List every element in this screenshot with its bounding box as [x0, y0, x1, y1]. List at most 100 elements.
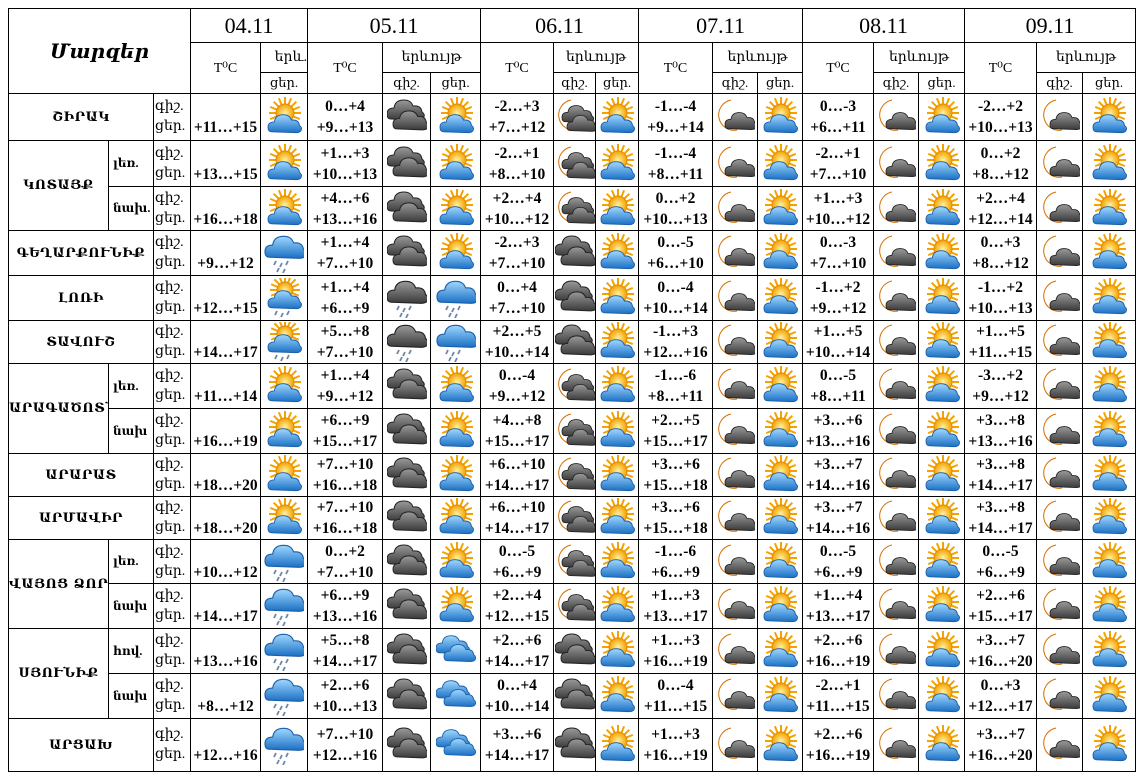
day-temp: +9…+12: [488, 388, 546, 405]
day-label: ցեր.: [155, 255, 186, 270]
dark-clouds-icon: [382, 93, 432, 141]
day-label: ցեր.: [155, 165, 186, 181]
day-temp: +16…+20: [968, 747, 1033, 764]
table-row: ԼՈՌԻ գիշ. ցեր. +12…+15 +1…+4 +6…+9 0…+4 +7…+…: [8, 275, 1137, 321]
day-label: ցեր.: [155, 747, 186, 762]
day-temp: +9…+12: [972, 388, 1029, 405]
day-temp: +9…+12: [197, 255, 254, 272]
moon-cloud-icon: [712, 186, 759, 231]
moon-cloud-icon: [873, 453, 920, 497]
dark-clouds-icon: [382, 718, 432, 772]
day-temp: +14…+17: [193, 608, 258, 625]
sun-cloud-icon: [595, 408, 640, 454]
moon-dark-clouds-icon: [553, 140, 597, 187]
night-header: գիշ.: [382, 72, 432, 94]
sun-cloud-icon: [757, 718, 804, 772]
day-temp: +7…+10: [488, 255, 546, 272]
temperature-cell: +16…+19: [190, 408, 262, 454]
rain-cloud-icon: [260, 673, 309, 719]
moon-cloud-icon: [873, 320, 920, 364]
day-temp: +10…+14: [643, 300, 708, 317]
night-label: գիշ.: [155, 457, 184, 472]
night-temp: +3…+6: [813, 412, 863, 429]
sun-cloud-icon: [430, 140, 482, 187]
night-temp: +7…+10: [316, 456, 374, 473]
night-temp: -1…+2: [815, 279, 861, 296]
temperature-cell: 0…+4 +10…+14: [480, 673, 555, 719]
moon-cloud-icon: [712, 673, 759, 719]
temperature-cell: +1…+4 +6…+9: [307, 275, 384, 321]
day-temp: +7…+10: [809, 165, 867, 183]
night-temp: +1…+4: [320, 234, 370, 251]
temperature-cell: +1…+5 +11…+15: [964, 320, 1038, 364]
sun-cloud-icon: [595, 539, 640, 584]
region-name: ՍՅՈՒՆԻՔ: [8, 628, 109, 719]
night-temp: 0…-3: [819, 98, 857, 115]
sun-cloud-icon: [918, 583, 966, 629]
day-temp: +13…+15: [193, 165, 258, 183]
sun-cloud-icon: [430, 186, 482, 231]
day-temp: +6…+9: [320, 300, 370, 317]
night-temp: 0…-5: [657, 234, 694, 251]
day-label: ցեր.: [155, 477, 186, 492]
night-temp: [192, 498, 260, 519]
night-temp: +1…+4: [813, 587, 863, 604]
moon-cloud-icon: [873, 275, 920, 321]
sun-cloud-icon: [260, 93, 309, 141]
night-temp: [192, 322, 260, 343]
moon-dark-clouds-icon: [553, 453, 597, 497]
temperature-cell: +7…+10 +16…+18: [307, 496, 384, 540]
moon-dark-clouds-icon: [553, 583, 597, 629]
rain-cloud-icon: [260, 539, 309, 584]
day-temp: +14…+17: [968, 520, 1033, 537]
night-day-labels: գիշ. ցեր.: [152, 230, 192, 276]
temperature-cell: 0…-3 +7…+10: [802, 230, 875, 276]
night-temp: -1…+3: [653, 323, 699, 340]
sun-cloud-icon: [430, 363, 482, 409]
sun-cloud-icon: [757, 230, 804, 276]
temperature-cell: -2…+1 +7…+10: [802, 140, 875, 187]
dark-clouds-icon: [382, 496, 432, 540]
day-temp: +8…+11: [647, 165, 704, 183]
night-temp: 0…-5: [819, 542, 857, 560]
moon-cloud-icon: [873, 628, 920, 674]
temperature-header: T⁰C: [190, 42, 262, 94]
day-temp: +12…+16: [643, 344, 708, 361]
day-label: ցեր.: [155, 388, 186, 403]
temperature-cell: +2…+6 +10…+13: [307, 673, 384, 719]
day-temp: +18…+20: [193, 520, 258, 537]
sun-cloud-icon: [1082, 673, 1137, 719]
day-temp: +10…+13: [968, 300, 1033, 317]
day-temp: +12…+16: [312, 747, 378, 764]
sun-cloud-icon: [430, 539, 482, 584]
night-temp: +1…+4: [320, 279, 370, 296]
day-label: ցեր.: [155, 344, 186, 359]
night-temp: +5…+8: [320, 632, 370, 649]
sun-cloud-icon: [918, 453, 966, 497]
sun-cloud-icon: [1082, 583, 1137, 629]
table-row: նախ. գիշ. ցեր. +16…+18 +4…+6 +13…+16 +2…+4 +…: [9, 186, 1137, 231]
rain-cloud-icon: [260, 583, 309, 629]
sun-cloud-icon: [757, 453, 804, 497]
moon-cloud-icon: [1036, 320, 1084, 364]
blue-clouds-icon: [430, 628, 482, 674]
temperature-cell: -1…-4 +8…+11: [638, 140, 714, 187]
subregion-label: նախ: [108, 408, 154, 454]
day-temp: +14…+17: [484, 520, 550, 537]
night-temp: +3…+6: [651, 499, 700, 516]
day-temp: +18…+20: [193, 477, 258, 494]
temperature-cell: +2…+6 +14…+17: [480, 628, 555, 674]
day-temp: +16…+19: [805, 747, 871, 764]
temperature-cell: +2…+5 +10…+14: [480, 320, 555, 364]
sun-cloud-icon: [757, 93, 804, 141]
day-temp: +13…+17: [805, 608, 871, 625]
day-temp: +12…+15: [484, 608, 550, 625]
night-temp: +3…+6: [651, 456, 700, 473]
night-temp: -2…+1: [815, 677, 861, 694]
day-temp: +13…+17: [643, 608, 708, 625]
night-header: գիշ.: [873, 72, 920, 94]
day-temp: +10…+14: [484, 698, 550, 715]
temperature-cell: 0…+3 +12…+17: [964, 673, 1038, 719]
dark-clouds-icon: [553, 230, 597, 276]
sun-cloud-icon: [1082, 363, 1137, 409]
